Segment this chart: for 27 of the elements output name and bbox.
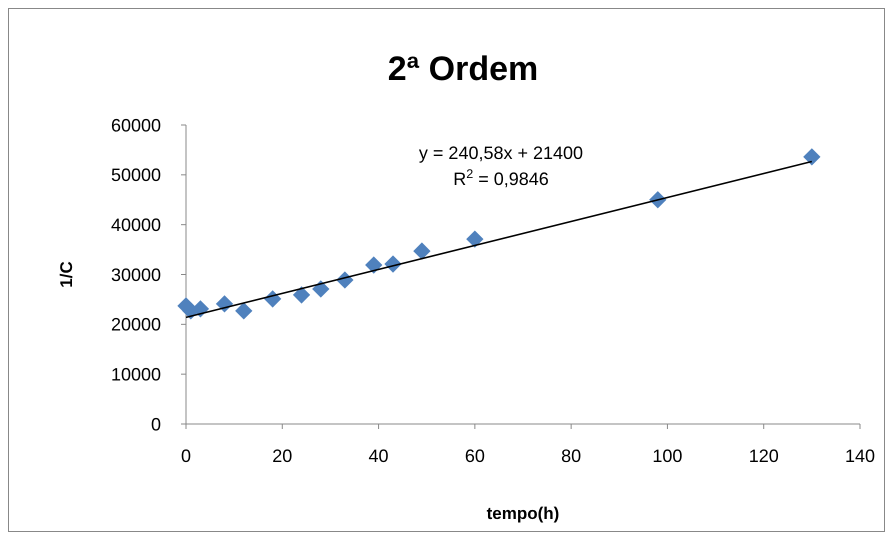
y-tick-label: 50000 xyxy=(110,165,161,186)
y-tick-label: 20000 xyxy=(110,314,161,335)
x-tick-label: 120 xyxy=(748,446,779,466)
y-tick-label: 30000 xyxy=(110,264,161,285)
x-tick-label: 20 xyxy=(272,446,292,466)
point xyxy=(803,148,821,166)
x-tick-label: 40 xyxy=(368,446,389,466)
annotation: R$^{2}$ = 0,9846 xyxy=(453,167,549,189)
x-axis-title: tempo(h) xyxy=(486,504,560,523)
point xyxy=(292,286,310,304)
y-tick-label: 10000 xyxy=(110,364,161,384)
point xyxy=(413,242,431,260)
chart-title: 2ª Ordem xyxy=(388,50,538,88)
point xyxy=(235,302,252,320)
x-tick-label: 100 xyxy=(652,446,682,466)
point xyxy=(365,256,382,274)
y-axis-title: 1/C xyxy=(57,261,76,288)
y-tick-label: 40000 xyxy=(110,214,161,235)
x-tick-label: 0 xyxy=(180,446,192,466)
annotation: y = 240,58x + 21400 xyxy=(418,143,584,163)
y-tick-label: 0 xyxy=(150,414,161,434)
x-tick-label: 80 xyxy=(561,446,582,466)
x-tick-label: 60 xyxy=(464,446,485,466)
y-tick-label: 60000 xyxy=(110,115,161,136)
x-tick-label: 140 xyxy=(844,446,876,466)
point xyxy=(466,230,484,248)
point xyxy=(312,280,330,298)
